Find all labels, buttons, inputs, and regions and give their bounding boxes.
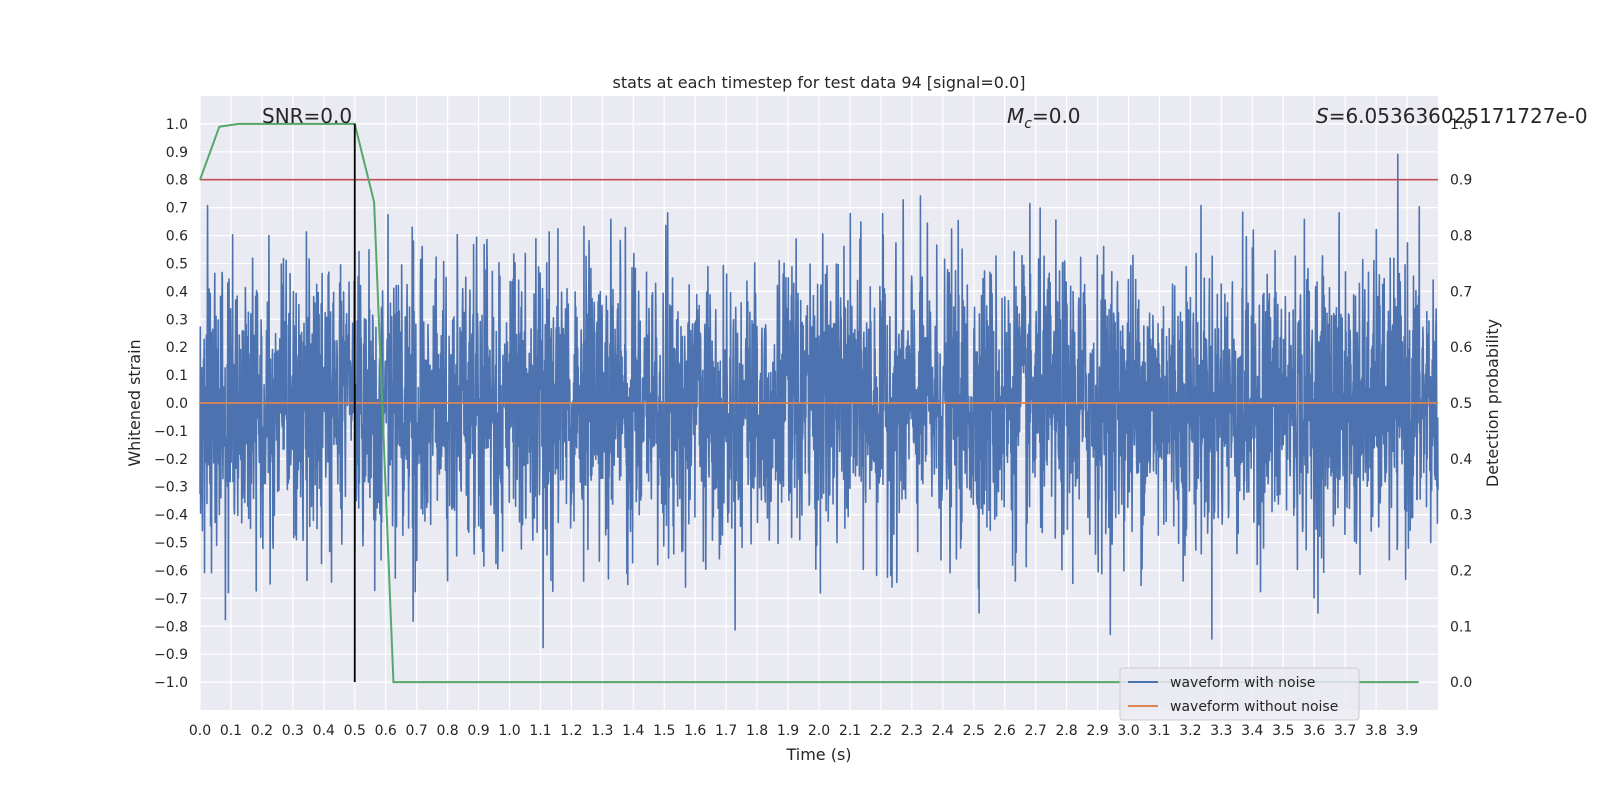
x-tick-label: 1.1: [529, 723, 551, 739]
x-tick-label: 1.7: [715, 723, 737, 739]
s-annotation: S=6.053636025171727e-0: [1316, 104, 1588, 128]
y-right-tick-label: 0.2: [1450, 563, 1472, 579]
x-tick-label: 1.9: [777, 723, 799, 739]
legend: waveform with noise waveform without noi…: [1119, 667, 1360, 721]
y-right-tick-label: 0.6: [1450, 340, 1472, 356]
legend-box: [1119, 667, 1360, 721]
x-tick-label: 2.8: [1055, 723, 1077, 739]
x-tick-label: 3.8: [1365, 723, 1387, 739]
x-tick-label: 3.9: [1396, 723, 1418, 739]
y-right-tick-label: 0.8: [1450, 229, 1472, 245]
x-tick-label: 2.0: [808, 723, 830, 739]
x-tick-label: 3.1: [1148, 723, 1170, 739]
y-tick-label: 1.0: [166, 117, 188, 133]
y-tick-label: 0.6: [166, 229, 188, 245]
x-tick-label: 2.4: [932, 723, 954, 739]
x-tick-label: 0.9: [467, 723, 489, 739]
y-tick-label: 0.0: [166, 396, 188, 412]
x-tick-label: 3.4: [1241, 723, 1263, 739]
x-tick-label: 3.3: [1210, 723, 1232, 739]
x-tick-label: 3.6: [1303, 723, 1325, 739]
y-tick-label: −0.4: [154, 508, 188, 524]
y-tick-label: −0.7: [154, 591, 188, 607]
y-right-tick-label: 1.0: [1450, 117, 1472, 133]
x-tick-label: 1.8: [746, 723, 768, 739]
y-tick-label: 0.1: [166, 368, 188, 384]
y-right-tick-label: 0.9: [1450, 173, 1472, 189]
y-tick-label: −0.9: [154, 647, 188, 663]
x-tick-label: 1.2: [560, 723, 582, 739]
s-annotation-value: =6.053636025171727e-0: [1329, 104, 1588, 128]
y-tick-label: 0.5: [166, 256, 188, 272]
x-tick-label: 0.3: [282, 723, 304, 739]
x-tick-label: 2.1: [839, 723, 861, 739]
tick-labels: 0.0 0.1 0.2 0.3 0.4 0.5 0.6 0.7 0.8 0.9 1.0 1.1 1.2 1…: [154, 117, 1472, 739]
x-tick-label: 0.4: [313, 723, 335, 739]
y-tick-label: 0.3: [166, 312, 188, 328]
y-tick-label: 0.2: [166, 340, 188, 356]
y-tick-label: 0.7: [166, 201, 188, 217]
x-tick-label: 0.6: [375, 723, 397, 739]
y-tick-label: −0.6: [154, 563, 188, 579]
line-series: [199, 122, 1438, 684]
chirp-mass-annotation: Mc=0.0: [1007, 104, 1081, 132]
x-axis-label: Time (s): [785, 745, 851, 764]
s-annotation-symbol: S: [1316, 104, 1329, 128]
x-tick-label: 2.2: [870, 723, 892, 739]
y-right-tick-label: 0.1: [1450, 619, 1472, 635]
noise-waveform-line: [199, 153, 1439, 649]
x-tick-label: 3.2: [1179, 723, 1201, 739]
x-tick-label: 2.9: [1086, 723, 1108, 739]
x-tick-label: 3.7: [1334, 723, 1356, 739]
x-tick-label: 1.6: [684, 723, 706, 739]
y-tick-label: −0.1: [154, 424, 188, 440]
y-tick-label: −0.2: [154, 452, 188, 468]
y-tick-label: −0.8: [154, 619, 188, 635]
snr-annotation: SNR=0.0: [262, 104, 352, 128]
x-tick-label: 0.8: [436, 723, 458, 739]
x-tick-label: 0.0: [189, 723, 211, 739]
x-tick-label: 1.3: [591, 723, 613, 739]
x-tick-label: 0.2: [251, 723, 273, 739]
y-tick-label: −0.5: [154, 536, 188, 552]
x-tick-label: 1.4: [622, 723, 644, 739]
chart-title: stats at each timestep for test data 94 …: [613, 73, 1026, 92]
x-tick-label: 3.0: [1117, 723, 1139, 739]
x-tick-label: 0.1: [220, 723, 242, 739]
x-tick-label: 0.7: [406, 723, 428, 739]
noise-waveform-series: [199, 153, 1439, 649]
y-tick-label: 0.4: [166, 284, 188, 300]
legend-label-clean: waveform without noise: [1170, 699, 1338, 715]
y-axis-label: Whitened strain: [125, 339, 144, 466]
y-tick-label: −0.3: [154, 480, 188, 496]
y-right-tick-label: 0.7: [1450, 284, 1472, 300]
x-tick-label: 2.7: [1025, 723, 1047, 739]
legend-label-noise: waveform with noise: [1170, 675, 1315, 691]
x-tick-label: 3.5: [1272, 723, 1294, 739]
y-tick-label: 0.8: [166, 173, 188, 189]
y-axis-right-label: Detection probability: [1483, 319, 1502, 487]
y-right-tick-label: 0.3: [1450, 508, 1472, 524]
x-tick-label: 2.5: [963, 723, 985, 739]
detection-probability-line: [199, 122, 1419, 684]
y-tick-label: −1.0: [154, 675, 188, 691]
x-tick-label: 2.6: [994, 723, 1016, 739]
x-tick-label: 0.5: [344, 723, 366, 739]
x-tick-label: 1.5: [653, 723, 675, 739]
y-tick-label: 0.9: [166, 145, 188, 161]
x-tick-label: 2.3: [901, 723, 923, 739]
y-right-tick-label: 0.0: [1450, 675, 1472, 691]
y-right-tick-label: 0.5: [1450, 396, 1472, 412]
x-tick-label: 1.0: [498, 723, 520, 739]
y-right-tick-label: 0.4: [1450, 452, 1472, 468]
